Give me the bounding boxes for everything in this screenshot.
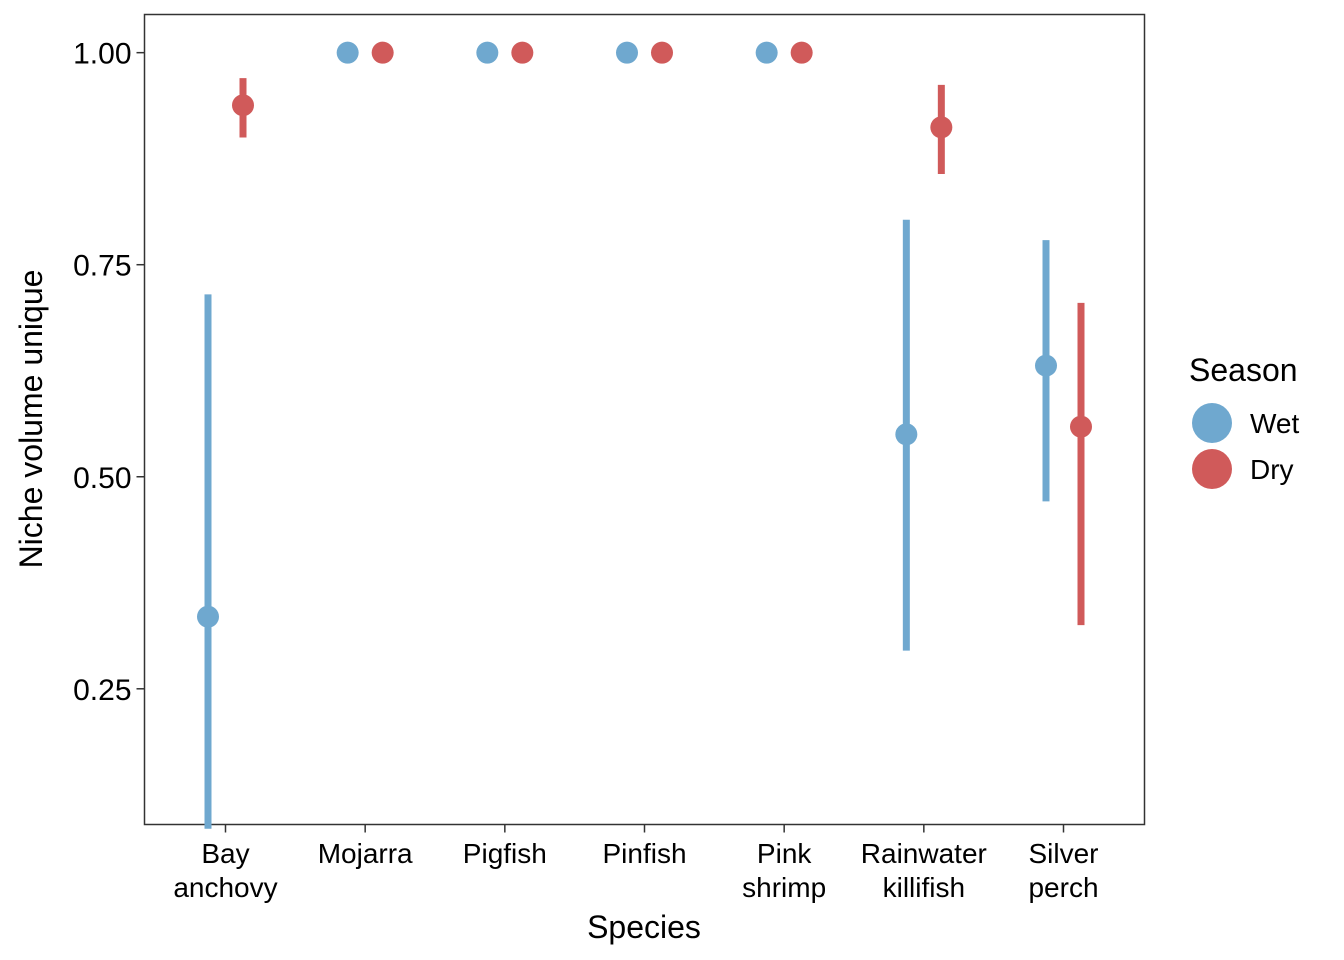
dry-point xyxy=(1070,415,1092,438)
legend-label: Dry xyxy=(1250,454,1294,485)
x-tick-label: Rainwater xyxy=(861,838,987,869)
plot-panel xyxy=(143,13,1146,826)
dry-point xyxy=(232,94,254,117)
y-tick-label: 0.75 xyxy=(73,250,131,283)
wet-point xyxy=(476,41,499,64)
wet-point xyxy=(895,423,918,446)
x-tick-label: Silver xyxy=(1028,838,1098,869)
legend-label: Wet xyxy=(1250,408,1299,439)
x-tick-label: shrimp xyxy=(742,872,826,903)
wet-point xyxy=(197,605,219,628)
dry-point xyxy=(930,116,953,139)
wet-point xyxy=(336,41,359,64)
wet-point xyxy=(755,41,778,64)
y-axis-title: Niche volume unique xyxy=(13,270,49,569)
dry-point xyxy=(511,41,534,64)
wet-point xyxy=(1035,354,1057,377)
legend-title: Season xyxy=(1189,352,1298,388)
y-tick-label: 0.50 xyxy=(73,462,131,495)
x-tick-label: Bay xyxy=(201,838,249,869)
x-tick-label: Pigfish xyxy=(463,838,547,869)
chart-marks xyxy=(197,41,1092,829)
y-axis: 0.25 0.50 0.75 1.00 xyxy=(73,38,145,707)
dry-legend-key xyxy=(1192,449,1232,489)
x-tick-label: Pink xyxy=(757,838,812,869)
dry-point xyxy=(651,41,673,64)
x-tick-label: perch xyxy=(1028,872,1098,903)
x-tick-label: Pinfish xyxy=(602,838,686,869)
dry-point xyxy=(371,41,394,64)
x-tick-label: Mojarra xyxy=(318,838,413,869)
x-axis-title: Species xyxy=(587,909,701,945)
wet-legend-key xyxy=(1192,403,1232,443)
y-tick-label: 0.25 xyxy=(73,674,131,707)
y-tick-label: 1.00 xyxy=(73,38,131,71)
x-tick-label: killifish xyxy=(883,872,965,903)
legend: Season Wet Dry xyxy=(1189,352,1299,489)
wet-point xyxy=(616,41,638,64)
x-tick-label: anchovy xyxy=(173,872,277,903)
dry-point xyxy=(790,41,813,64)
